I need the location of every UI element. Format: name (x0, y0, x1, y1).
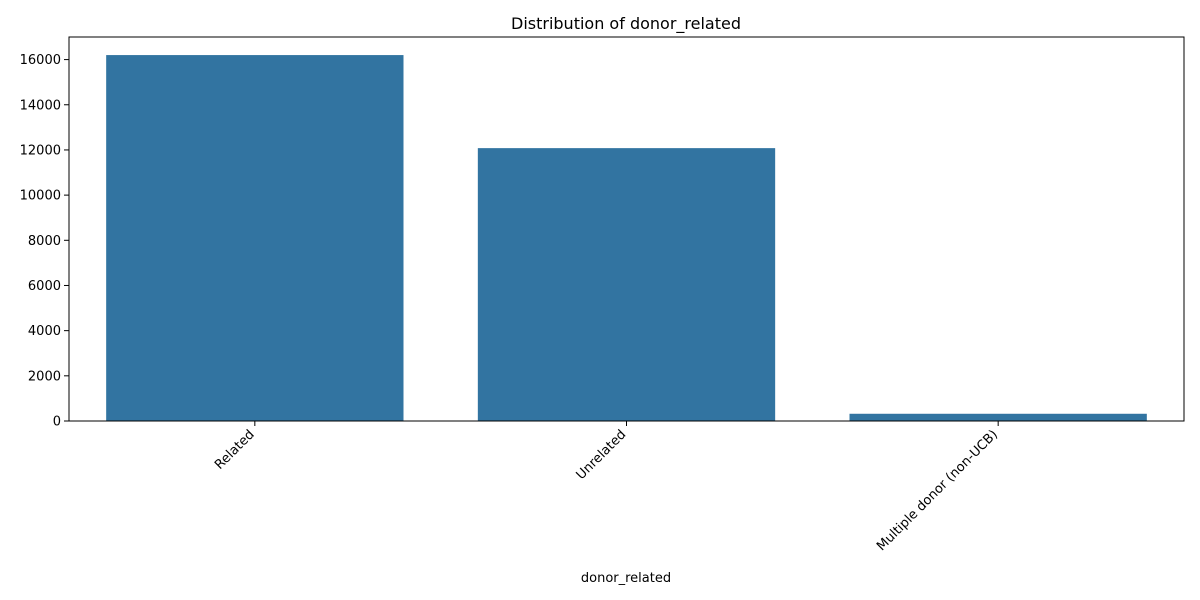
y-tick-label-4: 8000 (28, 234, 61, 249)
x-axis: Related Unrelated Multiple donor (non-UCB) (212, 421, 1001, 554)
y-tick-label-5: 10000 (20, 189, 61, 204)
bar-2 (849, 413, 1147, 421)
x-tick-label-0: Related (212, 427, 258, 473)
x-tick-label-2: Multiple donor (non-UCB) (874, 427, 1001, 554)
bars-group (106, 55, 1147, 421)
y-tick-label-2: 4000 (28, 324, 61, 339)
y-tick-label-0: 0 (53, 415, 61, 430)
plot-frame (68, 36, 1185, 422)
y-tick-label-8: 16000 (20, 53, 61, 68)
y-tick-label-3: 6000 (28, 279, 61, 294)
bar-0 (106, 55, 404, 421)
y-axis: 0 2000 4000 6000 8000 10000 12000 14000 16000 (20, 53, 69, 430)
y-tick-label-1: 2000 (28, 369, 61, 384)
chart-title: Distribution of donor_related (511, 14, 741, 34)
bar-1 (477, 148, 776, 421)
x-axis-label: donor_related (581, 571, 671, 586)
y-tick-label-6: 12000 (20, 143, 61, 158)
y-tick-label-7: 14000 (20, 98, 61, 113)
x-tick-label-1: Unrelated (574, 427, 630, 483)
